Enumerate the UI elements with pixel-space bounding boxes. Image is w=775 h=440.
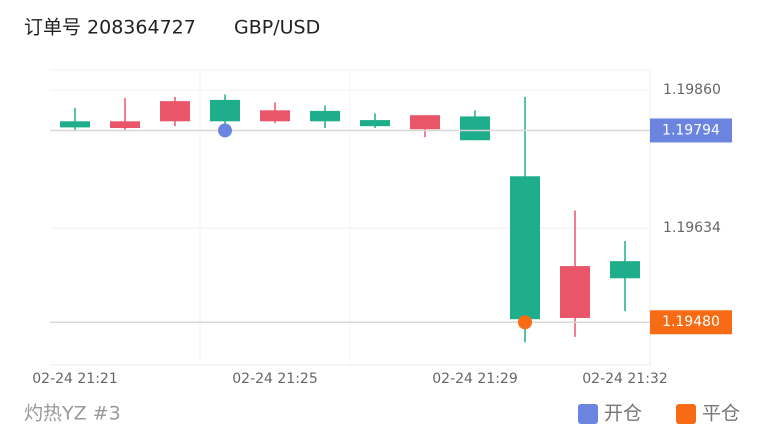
candle-body — [560, 266, 590, 318]
trade-marker — [218, 123, 232, 138]
price-tag-label: 1.19480 — [662, 314, 720, 330]
candle-body — [360, 120, 390, 127]
y-tick-label: 1.19860 — [663, 82, 721, 98]
candle-body — [460, 116, 490, 141]
legend-swatch — [676, 404, 696, 424]
price-tag — [650, 310, 732, 335]
candle-body — [310, 110, 340, 122]
candle-body — [410, 115, 440, 130]
footer: 灼热YZ #3 — [24, 403, 121, 425]
candle-body — [110, 121, 140, 129]
x-tick-label: 02-24 21:29 — [432, 371, 517, 387]
trade-marker — [518, 315, 532, 330]
legend-swatch — [578, 404, 598, 424]
candle-body — [610, 261, 640, 279]
price-tag — [650, 118, 732, 143]
candle-body — [160, 101, 190, 122]
legend-label: 开仓 — [604, 403, 642, 425]
y-tick-label: 1.19634 — [663, 220, 721, 236]
legend-label: 平仓 — [702, 403, 740, 425]
price-tag-label: 1.19794 — [662, 122, 720, 138]
x-tick-label: 02-24 21:32 — [582, 371, 667, 387]
order-title: 订单号 208364727 — [24, 17, 196, 39]
candle-body — [210, 99, 240, 122]
candle-body — [60, 121, 90, 128]
candle-body — [260, 110, 290, 122]
candle-body — [510, 176, 540, 320]
x-tick-label: 02-24 21:21 — [32, 371, 117, 387]
symbol: GBP/USD — [234, 17, 320, 39]
x-tick-label: 02-24 21:25 — [232, 371, 317, 387]
